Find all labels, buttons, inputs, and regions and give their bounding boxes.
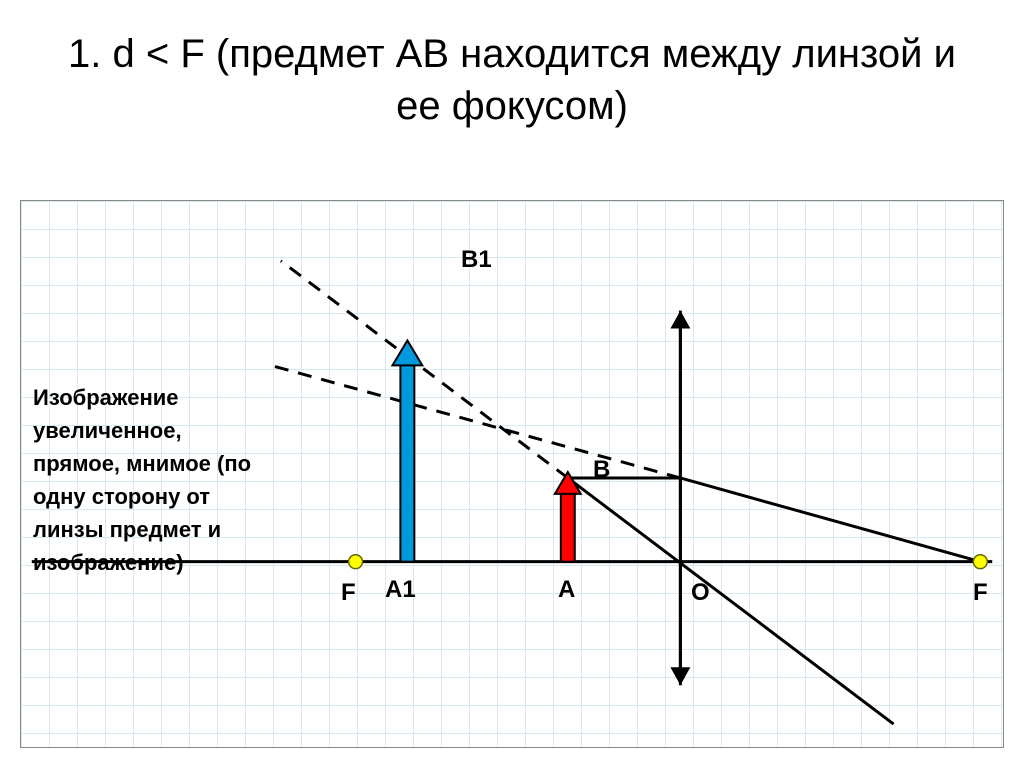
ray-through-center: [568, 478, 894, 724]
page-title: 1. d < F (предмет АВ находится между лин…: [60, 28, 964, 132]
label-B: B: [593, 456, 610, 484]
diagram-container: Изображение увеличенное, прямое, мнимое …: [20, 200, 1004, 748]
label-F-right: F: [973, 579, 988, 607]
label-F-left: F: [341, 579, 356, 607]
ray-dashed-1: [271, 365, 681, 478]
focus-right: [973, 555, 987, 569]
ray-refracted: [680, 478, 980, 562]
object-arrow: [561, 488, 575, 562]
focus-left: [349, 555, 363, 569]
ray-dashed-2: [281, 261, 568, 478]
label-O: O: [691, 579, 710, 607]
description-text: Изображение увеличенное, прямое, мнимое …: [33, 381, 263, 579]
label-A: A: [558, 576, 575, 604]
label-A1: A1: [385, 576, 416, 604]
label-B1: B1: [461, 246, 492, 274]
